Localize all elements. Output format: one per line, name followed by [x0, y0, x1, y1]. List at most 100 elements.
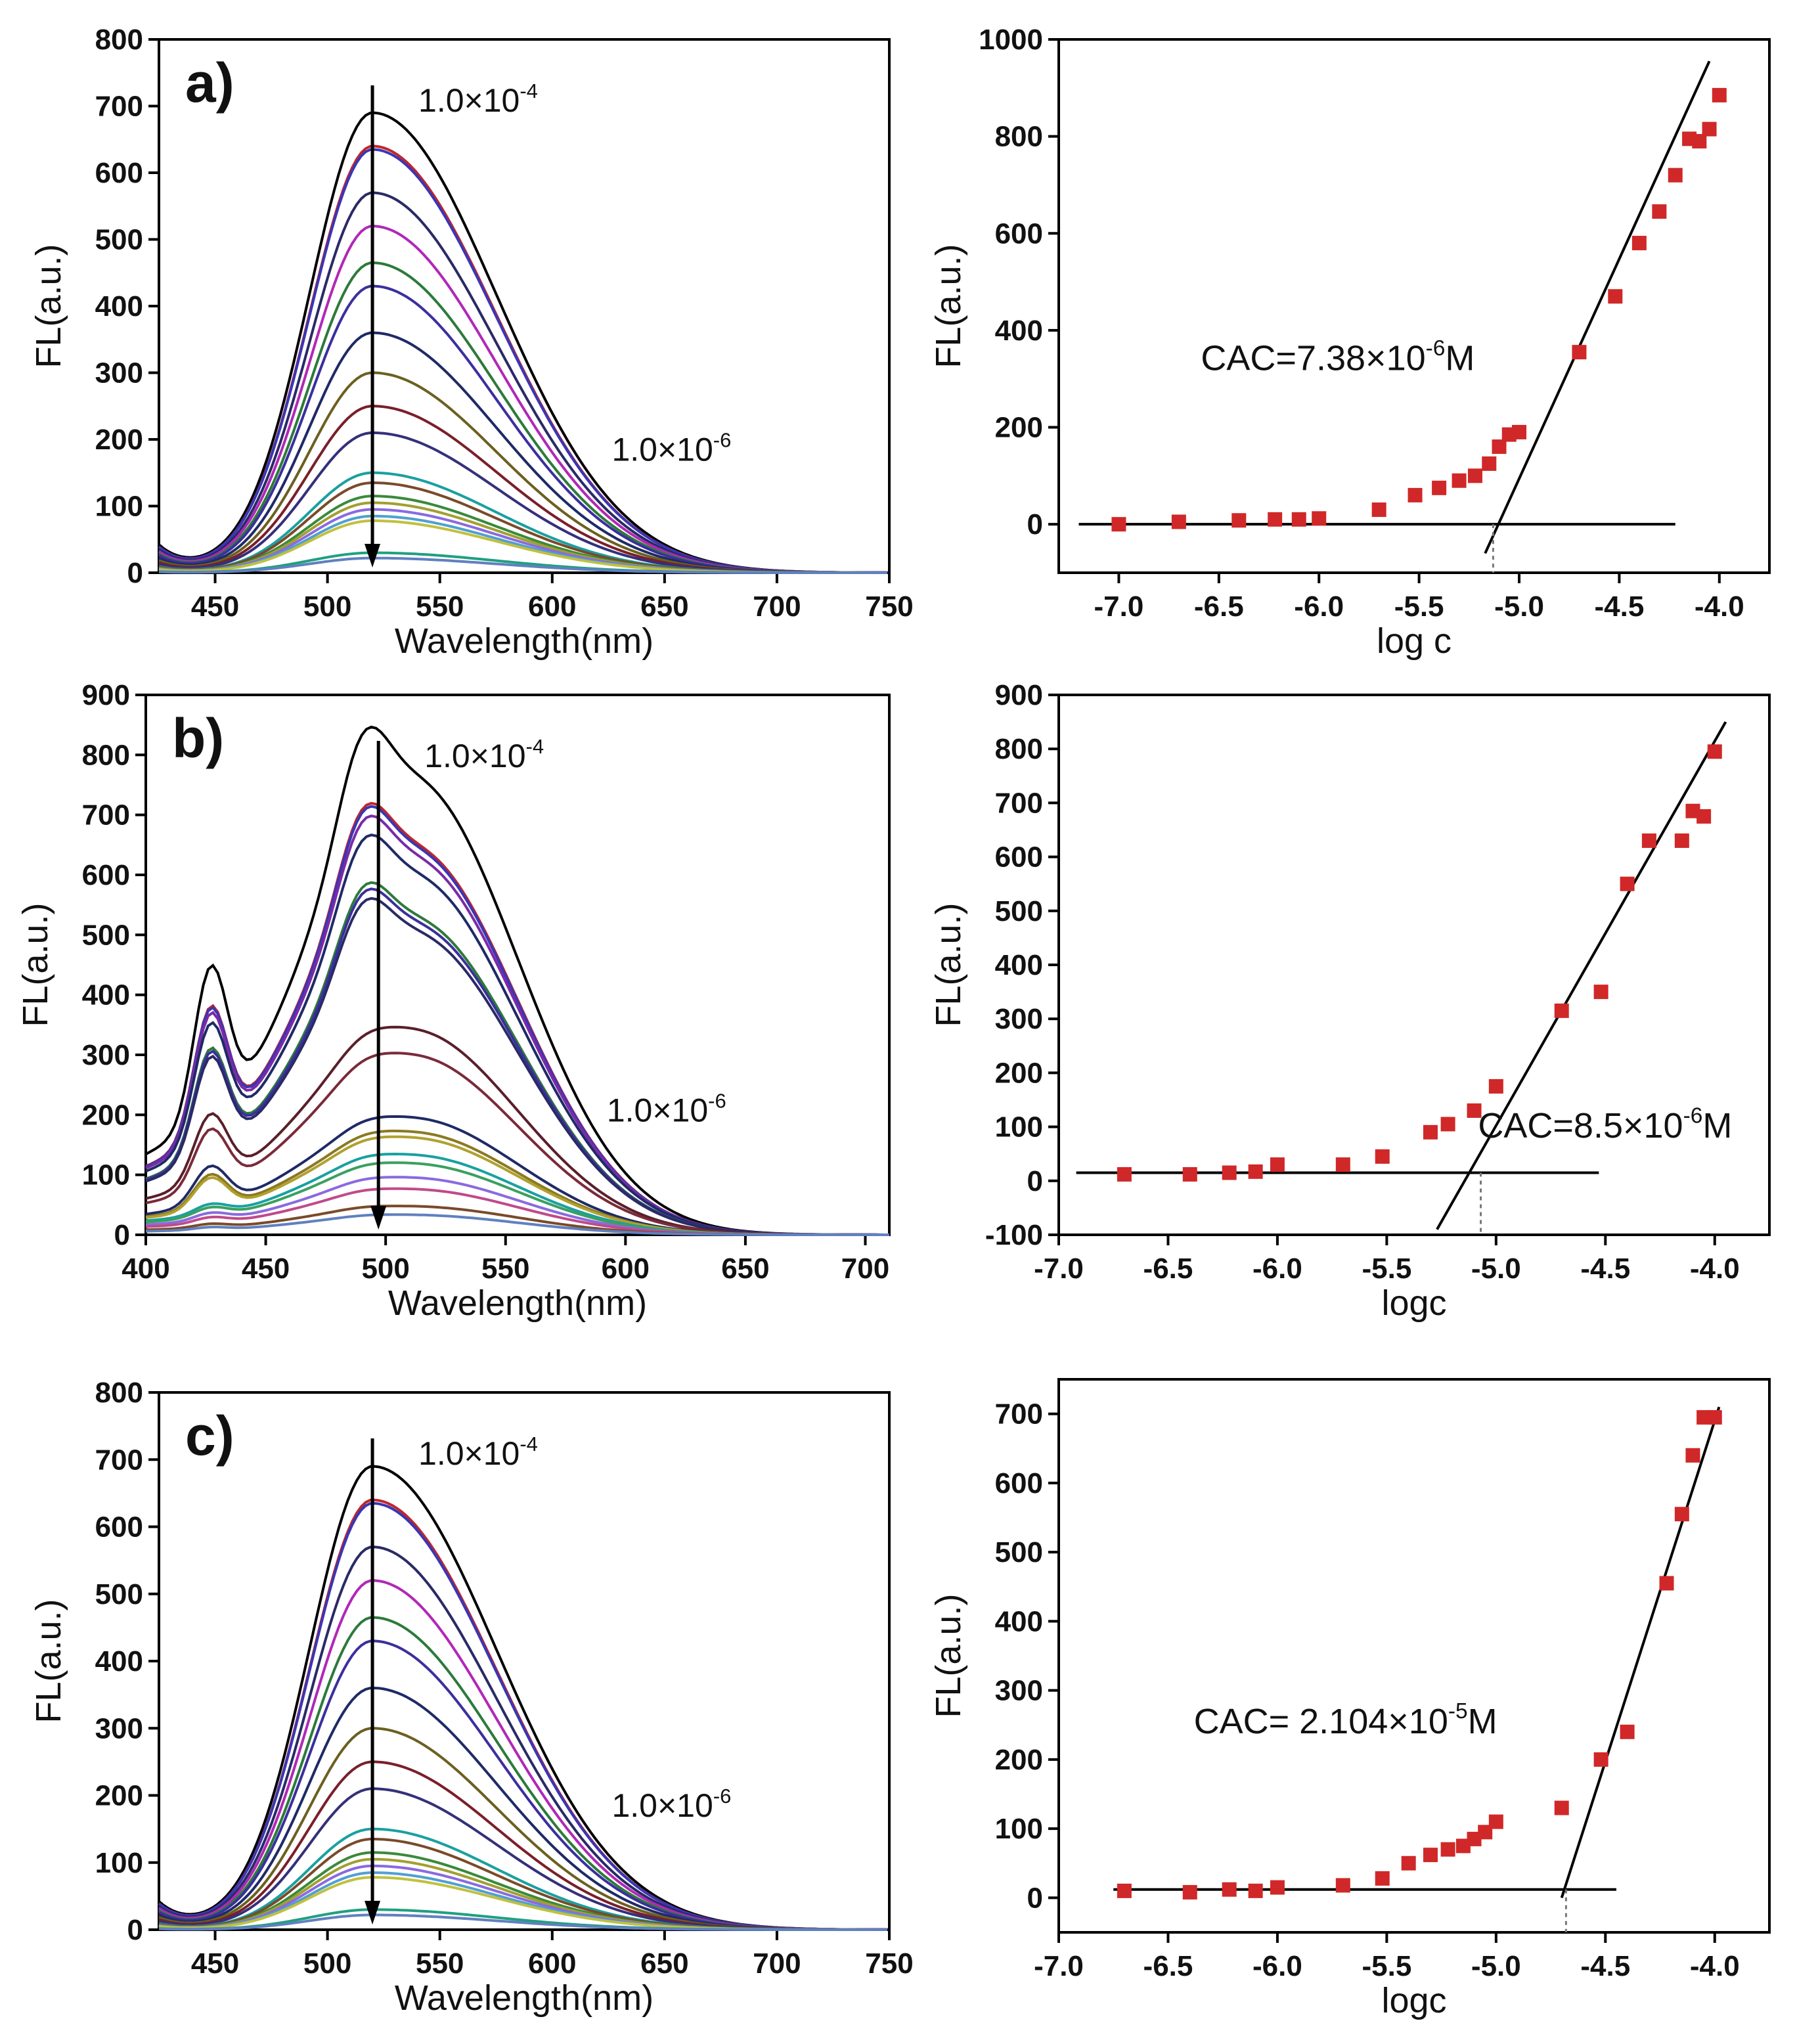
data-point — [1182, 1166, 1197, 1182]
top-concentration-label-exp: -4 — [520, 1433, 538, 1455]
x-tick-label: -5.0 — [1471, 1253, 1521, 1285]
data-point — [1488, 1078, 1503, 1094]
x-tick-label: -4.5 — [1594, 590, 1644, 623]
data-point — [1707, 1410, 1722, 1425]
bottom-concentration-label: 1.0×10-6 — [611, 1785, 731, 1824]
data-point — [1452, 473, 1467, 488]
data-point — [1554, 1003, 1569, 1018]
panel-label: b) — [172, 707, 224, 769]
x-tick-label: -5.5 — [1362, 1950, 1411, 1982]
panel-label: a) — [185, 52, 234, 114]
y-tick-label: 200 — [995, 412, 1043, 444]
y-tick-label: 100 — [995, 1813, 1043, 1845]
cac-annotation: CAC=8.5×10-6M — [1478, 1103, 1732, 1145]
x-tick-label: -5.5 — [1394, 590, 1444, 623]
data-point — [1572, 345, 1587, 360]
x-tick-label: -7.0 — [1034, 1253, 1084, 1285]
x-tick-label: 500 — [361, 1253, 409, 1285]
data-point — [1702, 122, 1717, 137]
y-tick-label: 500 — [95, 224, 143, 256]
x-tick-label: 550 — [416, 1947, 464, 1980]
x-tick-label: -7.0 — [1094, 590, 1144, 623]
x-tick-label: -4.0 — [1690, 1253, 1740, 1285]
data-point — [1652, 204, 1667, 219]
spectrum-series-line — [158, 1498, 887, 1931]
cac-annotation-base: CAC=7.38×10 — [1201, 338, 1425, 378]
top-concentration-label-base: 1.0×10 — [418, 1435, 520, 1472]
data-point — [1248, 1164, 1263, 1179]
top-concentration-label-exp: -4 — [526, 735, 544, 758]
y-tick-label: 500 — [995, 1536, 1043, 1568]
bottom-concentration-label-base: 1.0×10 — [611, 431, 713, 468]
x-tick-label: -6.5 — [1143, 1253, 1193, 1285]
data-point — [1659, 1576, 1674, 1591]
data-point — [1608, 289, 1623, 304]
data-point — [1268, 512, 1283, 527]
spectrum-series-line — [158, 1545, 887, 1931]
x-tick-label: -6.5 — [1194, 590, 1244, 623]
x-axis-label: logc — [1381, 1283, 1446, 1323]
linear-fit-line — [1436, 721, 1727, 1230]
cac-annotation-base: CAC=8.5×10 — [1478, 1106, 1683, 1145]
data-point — [1631, 236, 1647, 251]
x-tick-label: 650 — [640, 590, 688, 623]
data-point — [1423, 1848, 1438, 1863]
y-tick-label: 700 — [95, 91, 143, 123]
x-tick-label: 750 — [865, 1947, 913, 1980]
cac-annotation-unit: M — [1468, 1702, 1497, 1741]
top-concentration-label-exp: -4 — [520, 79, 538, 102]
top-concentration-label-base: 1.0×10 — [418, 82, 520, 119]
data-point — [1488, 1814, 1503, 1829]
y-axis-label: FL(a.u.) — [29, 244, 68, 368]
x-tick-label: 650 — [640, 1947, 688, 1980]
bottom-concentration-label-base: 1.0×10 — [607, 1092, 708, 1128]
x-tick-label: -6.0 — [1294, 590, 1344, 623]
data-point — [1685, 803, 1700, 818]
cac-annotation-exp: -5 — [1448, 1699, 1468, 1723]
data-point — [1674, 833, 1689, 848]
y-tick-label: 300 — [82, 1039, 130, 1071]
x-tick-label: -6.0 — [1253, 1253, 1302, 1285]
y-tick-label: 400 — [95, 1645, 143, 1677]
linear-fit-line — [1484, 60, 1711, 554]
data-point — [1423, 1124, 1438, 1140]
data-point — [1270, 1880, 1285, 1895]
y-tick-label: 800 — [995, 121, 1043, 153]
y-tick-label: 200 — [95, 1780, 143, 1812]
panel-c-cac-chart: -7.0 -6.5 -6.0 -5.5 -5.0 -4.5 -4.0 0 100 200 300 40… — [929, 1378, 1771, 2020]
data-point — [1171, 514, 1186, 529]
x-tick-label: 700 — [753, 590, 801, 623]
top-concentration-label-base: 1.0×10 — [424, 738, 525, 774]
data-point — [1440, 1117, 1455, 1132]
y-tick-label: 500 — [995, 895, 1043, 927]
data-point — [1712, 87, 1727, 102]
y-tick-label: 400 — [995, 949, 1043, 981]
data-point — [1641, 833, 1656, 848]
data-point — [1554, 1800, 1569, 1815]
data-point — [1371, 502, 1386, 518]
y-tick-label: 0 — [1027, 508, 1043, 541]
y-tick-label: 100 — [82, 1159, 130, 1191]
spectrum-series-line — [158, 1913, 887, 1931]
data-point — [1111, 517, 1126, 532]
y-axis-label: FL(a.u.) — [29, 1599, 68, 1723]
y-axis-label: FL(a.u.) — [929, 244, 968, 368]
concentration-arrowhead-icon — [370, 1206, 387, 1230]
spectrum-series-line — [145, 805, 889, 1236]
y-tick-label: 0 — [1027, 1882, 1043, 1914]
spectrum-series-line — [145, 1213, 889, 1236]
data-point — [1696, 809, 1712, 824]
y-tick-label: 300 — [95, 1712, 143, 1744]
y-tick-label: 500 — [82, 919, 130, 951]
y-tick-label: 0 — [1027, 1165, 1043, 1197]
data-point — [1620, 1724, 1635, 1739]
data-point — [1182, 1884, 1197, 1900]
data-point — [1482, 456, 1497, 471]
y-tick-label: 0 — [127, 1914, 143, 1946]
bottom-concentration-label-base: 1.0×10 — [611, 1787, 713, 1824]
x-tick-label: 500 — [303, 1947, 351, 1980]
bottom-concentration-label: 1.0×10-6 — [607, 1089, 726, 1128]
cac-annotation-exp: -6 — [1426, 336, 1446, 361]
panel-a-cac-chart: -7.0 -6.5 -6.0 -5.5 -5.0 -4.5 -4.0 0 200 400 600 80… — [929, 24, 1771, 661]
